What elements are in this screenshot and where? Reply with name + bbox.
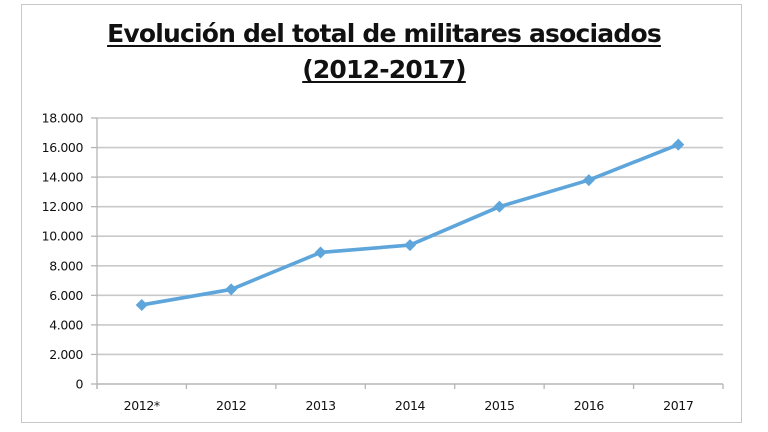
- y-tick-label: 0: [75, 377, 83, 392]
- gridlines: [97, 117, 723, 356]
- data-series: [135, 138, 685, 311]
- axes: [91, 117, 724, 389]
- y-tick-label: 6.000: [49, 288, 83, 303]
- x-tick-label: 2014: [395, 398, 426, 413]
- x-tick-label: 2012*: [124, 398, 160, 413]
- x-tick-label: 2013: [305, 398, 335, 413]
- x-tick-label: 2015: [484, 398, 514, 413]
- data-point-marker: [404, 239, 416, 252]
- chart-title: Evolución del total de militares asociad…: [0, 16, 768, 88]
- y-tick-label: 18.000: [42, 111, 84, 126]
- y-axis-labels: 0 2.000 4.000 6.000 8.000 10.000 12.000 14.000 1…: [42, 111, 84, 392]
- x-tick-label: 2017: [663, 398, 693, 413]
- data-point-marker: [672, 138, 685, 151]
- chart-title-line1: Evolución del total de militares asociad…: [107, 19, 662, 48]
- y-tick-label: 8.000: [49, 258, 83, 273]
- data-point-marker: [582, 174, 595, 187]
- series-line: [139, 142, 681, 307]
- y-tick-label: 14.000: [42, 170, 84, 185]
- data-point-marker: [135, 298, 148, 311]
- y-tick-label: 10.000: [42, 229, 84, 244]
- y-tick-label: 4.000: [49, 317, 83, 332]
- data-point-marker: [493, 200, 506, 213]
- chart-title-line2: (2012-2017): [302, 55, 466, 84]
- y-tick-label: 2.000: [49, 347, 83, 362]
- chart-frame: [21, 4, 742, 423]
- x-tick-label: 2012: [216, 398, 246, 413]
- data-point-marker: [314, 246, 327, 259]
- data-point-marker: [225, 283, 238, 296]
- x-axis-labels: 2012* 2012 2013 2014 2015 2016 2017: [124, 398, 694, 413]
- y-tick-label: 16.000: [42, 140, 84, 155]
- x-tick-label: 2016: [574, 398, 605, 413]
- y-tick-label: 12.000: [42, 199, 84, 214]
